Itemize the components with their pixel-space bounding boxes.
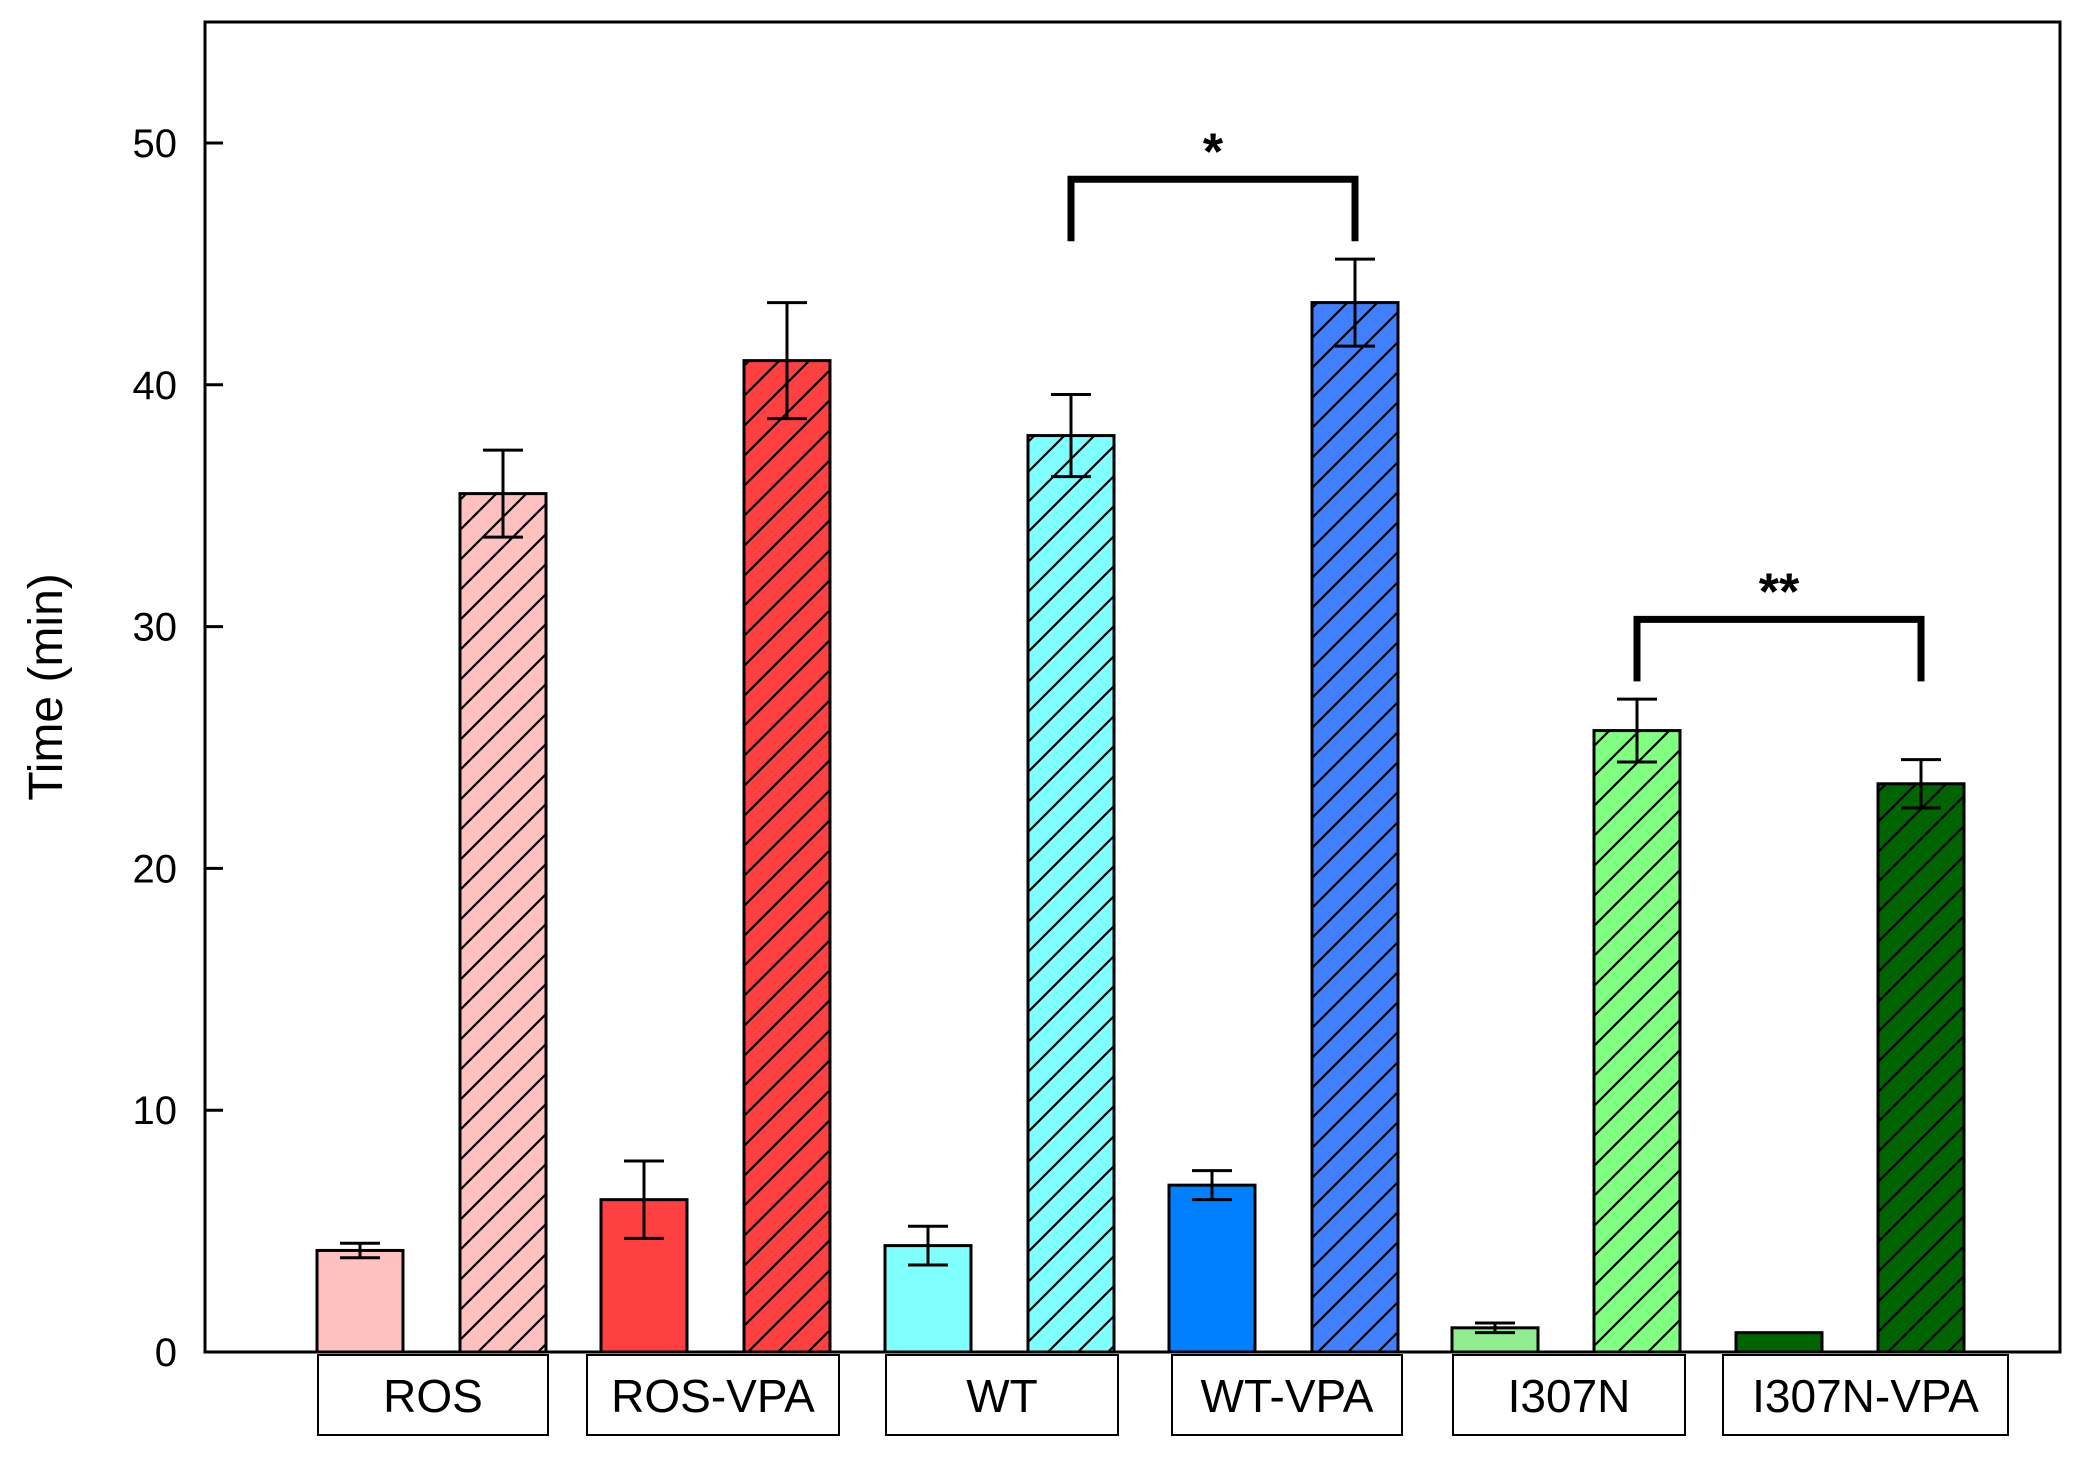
error-bar — [767, 301, 807, 421]
svg-text:ROS-VPA: ROS-VPA — [611, 1370, 815, 1422]
category-label-ros: ROS — [317, 1354, 549, 1436]
category-label-ros-vpa: ROS-VPA — [586, 1354, 840, 1436]
error-bar — [908, 1224, 948, 1267]
error-bar — [1335, 257, 1375, 348]
bar-i307n-solid — [1450, 1326, 1540, 1354]
category-label-i307n: I307N — [1452, 1354, 1686, 1436]
bar-wt-vpa-hatched — [1310, 301, 1400, 1354]
bar-series — [315, 301, 1966, 1354]
svg-text:I307N: I307N — [1508, 1370, 1631, 1422]
bar-ros-vpa-hatched — [742, 359, 832, 1354]
significance-bracket: ** — [1633, 563, 1925, 682]
y-axis: 0 10 20 30 40 50 — [133, 122, 223, 1375]
y-tick-label: 20 — [133, 847, 178, 891]
error-bar — [624, 1159, 664, 1240]
error-bar — [483, 448, 523, 539]
error-bars — [340, 257, 1941, 1335]
error-bar — [1192, 1169, 1232, 1202]
x-axis-category-labels: ROS ROS-VPA WT WT-VPA I307N I307N-VPA — [317, 1354, 2009, 1436]
y-tick-label: 10 — [133, 1089, 178, 1133]
error-bar — [1475, 1321, 1515, 1335]
svg-text:WT-VPA: WT-VPA — [1201, 1370, 1374, 1422]
y-tick-label: 0 — [155, 1331, 177, 1375]
category-label-wt-vpa: WT-VPA — [1171, 1354, 1403, 1436]
y-tick-label: 40 — [133, 364, 178, 408]
bar-i307n-vpa-hatched — [1876, 782, 1966, 1354]
y-tick-label: 30 — [133, 606, 178, 650]
bar-ros-hatched — [458, 492, 548, 1354]
category-label-i307n-vpa: I307N-VPA — [1722, 1354, 2009, 1436]
bar-wt-hatched — [1026, 434, 1116, 1354]
significance-bracket: * — [1067, 123, 1359, 242]
svg-text:ROS: ROS — [383, 1370, 483, 1422]
error-bar — [1051, 392, 1091, 479]
category-label-wt: WT — [885, 1354, 1119, 1436]
error-bar — [1901, 758, 1941, 810]
y-axis-label: Time (min) — [20, 573, 73, 801]
significance-label: * — [1203, 123, 1224, 181]
bar-wt-vpa-solid — [1167, 1183, 1257, 1354]
significance-annotations: *** — [1067, 123, 1925, 682]
bar-i307n-vpa-solid — [1734, 1331, 1824, 1354]
svg-text:WT: WT — [966, 1370, 1038, 1422]
error-bar — [340, 1241, 380, 1260]
bar-i307n-hatched — [1592, 729, 1682, 1354]
svg-text:I307N-VPA: I307N-VPA — [1752, 1370, 1979, 1422]
y-tick-label: 50 — [133, 122, 178, 166]
significance-label: ** — [1759, 563, 1800, 621]
bar-ros-solid — [315, 1248, 405, 1354]
plot-frame — [203, 20, 2062, 1354]
error-bar — [1617, 697, 1657, 764]
